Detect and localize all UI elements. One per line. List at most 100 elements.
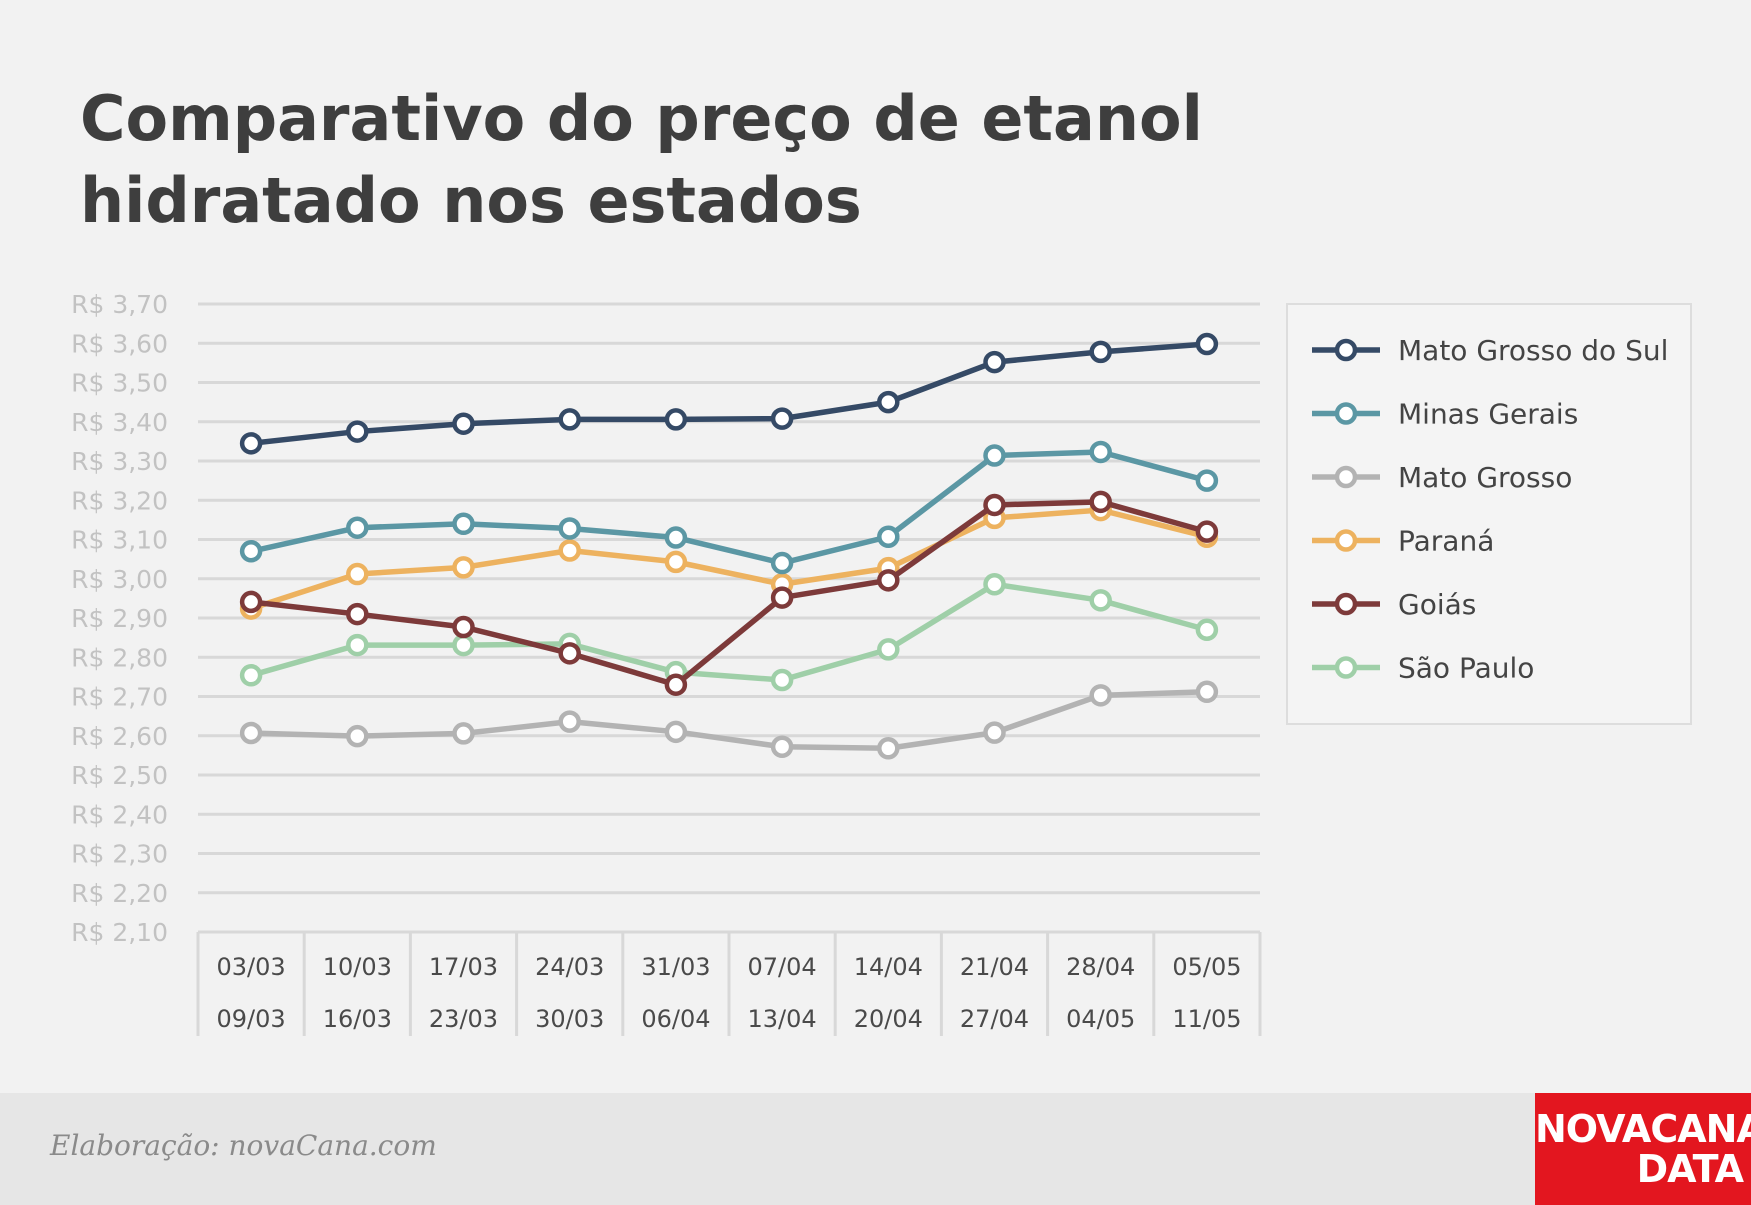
data-point <box>558 710 581 733</box>
data-point <box>983 721 1006 744</box>
data-point <box>1195 520 1219 543</box>
y-axis-ticks: R$ 3,70 R$ 3,60 R$ 3,50 R$ 3,40 R$ 3,30 R$ 3,… <box>71 290 168 947</box>
y-tick-label: R$ 3,00 <box>71 565 168 594</box>
series-line <box>250 449 1208 566</box>
data-point <box>1089 684 1112 707</box>
data-point <box>452 412 475 435</box>
legend-swatch-marker <box>1334 656 1358 679</box>
series-line <box>250 507 1208 612</box>
data-point <box>452 556 475 579</box>
x-tick-label-start: 21/04 <box>960 953 1029 981</box>
y-tick-label: R$ 3,40 <box>71 408 168 437</box>
data-point <box>877 638 900 661</box>
legend-label: Paraná <box>1398 525 1494 558</box>
data-point <box>239 540 263 563</box>
x-tick-label-end: 30/03 <box>535 1005 604 1033</box>
data-point <box>664 673 688 696</box>
legend-label: São Paulo <box>1398 652 1534 685</box>
footer-credit: Elaboração: novaCana.com <box>50 1129 437 1162</box>
data-point <box>1089 340 1112 364</box>
y-tick-label: R$ 2,30 <box>71 840 168 869</box>
x-tick-label-start: 31/03 <box>641 953 710 981</box>
y-tick-label: R$ 3,20 <box>71 486 168 515</box>
y-tick-label: R$ 3,10 <box>71 526 168 555</box>
x-tick-label-start: 03/03 <box>217 953 286 981</box>
data-point <box>452 615 475 639</box>
x-tick-label-end: 16/03 <box>323 1005 392 1033</box>
data-point <box>239 664 263 687</box>
line-chart: R$ 3,70 R$ 3,60 R$ 3,50 R$ 3,40 R$ 3,30 R$ 3,… <box>71 290 1692 1036</box>
data-point <box>983 493 1006 517</box>
x-tick-label-start: 10/03 <box>323 953 392 981</box>
logo-line-2: DATA <box>1636 1147 1744 1191</box>
logo-line-1: NOVACANA <box>1535 1107 1751 1151</box>
legend-label: Goiás <box>1398 588 1476 621</box>
y-tick-label: R$ 3,30 <box>71 447 168 476</box>
data-point <box>664 720 688 744</box>
data-point <box>239 432 263 455</box>
legend: Mato Grosso do Sul Minas Gerais Mato Gross… <box>1286 303 1692 725</box>
data-point <box>664 408 688 431</box>
x-tick-label-end: 13/04 <box>748 1005 817 1033</box>
data-point <box>452 633 475 657</box>
x-tick-label-start: 28/04 <box>1066 953 1135 981</box>
x-axis-ticks: 03/03 09/03 10/03 16/03 17/03 23/03 24/03 30/03… <box>217 953 1242 1033</box>
data-point <box>1195 680 1219 704</box>
data-point <box>452 722 475 745</box>
data-point <box>1195 618 1219 642</box>
legend-swatch-marker <box>1334 402 1358 425</box>
data-point <box>1195 469 1219 492</box>
data-point <box>770 407 794 430</box>
legend-label: Mato Grosso do Sul <box>1398 334 1668 367</box>
data-point <box>770 551 794 575</box>
data-point <box>877 569 900 592</box>
x-tick-label-start: 24/03 <box>535 953 604 981</box>
data-point <box>1089 589 1112 612</box>
y-tick-label: R$ 2,20 <box>71 879 168 908</box>
legend-swatch-marker <box>1334 338 1358 362</box>
data-point <box>1195 332 1219 356</box>
data-point <box>452 512 475 536</box>
series-lines <box>239 332 1219 760</box>
x-tick-label-end: 11/05 <box>1172 1005 1241 1033</box>
data-point <box>239 590 263 614</box>
y-tick-label: R$ 3,50 <box>71 369 168 398</box>
data-point <box>770 735 794 758</box>
data-point <box>558 517 581 540</box>
data-point <box>877 737 900 760</box>
chart-title: Comparativo do preço de etanol hidratado… <box>80 82 1203 237</box>
x-tick-label-start: 05/05 <box>1172 953 1241 981</box>
x-tick-label-start: 14/04 <box>854 953 923 981</box>
legend-label: Mato Grosso <box>1398 461 1572 494</box>
legend-label: Minas Gerais <box>1398 398 1578 431</box>
legend-swatch-marker <box>1334 592 1358 616</box>
x-tick-label-end: 06/04 <box>641 1005 710 1033</box>
y-tick-label: R$ 2,70 <box>71 683 168 712</box>
data-point <box>346 602 369 626</box>
series-line <box>250 341 1208 447</box>
series-line <box>250 499 1208 688</box>
data-point <box>770 668 794 692</box>
data-point <box>983 350 1006 374</box>
data-point <box>346 562 369 586</box>
data-point <box>558 408 581 431</box>
data-point <box>558 539 581 562</box>
data-point <box>983 572 1006 596</box>
data-point <box>346 633 369 657</box>
footer: Elaboração: novaCana.com NOVACANA DATA <box>0 1093 1751 1205</box>
y-tick-label: R$ 2,90 <box>71 604 168 633</box>
y-tick-label: R$ 2,40 <box>71 800 168 829</box>
y-tick-label: R$ 2,80 <box>71 643 168 672</box>
data-point <box>770 586 794 609</box>
data-point <box>877 390 900 414</box>
data-point <box>664 526 688 549</box>
data-point <box>346 516 369 539</box>
data-point <box>664 550 688 574</box>
y-tick-label: R$ 2,10 <box>71 918 168 947</box>
y-tick-label: R$ 3,70 <box>71 290 168 319</box>
x-tick-label-start: 17/03 <box>429 953 498 981</box>
data-point <box>1089 490 1112 514</box>
data-point <box>983 444 1006 467</box>
legend-swatch-marker <box>1334 465 1358 489</box>
x-tick-label-end: 20/04 <box>854 1005 923 1033</box>
